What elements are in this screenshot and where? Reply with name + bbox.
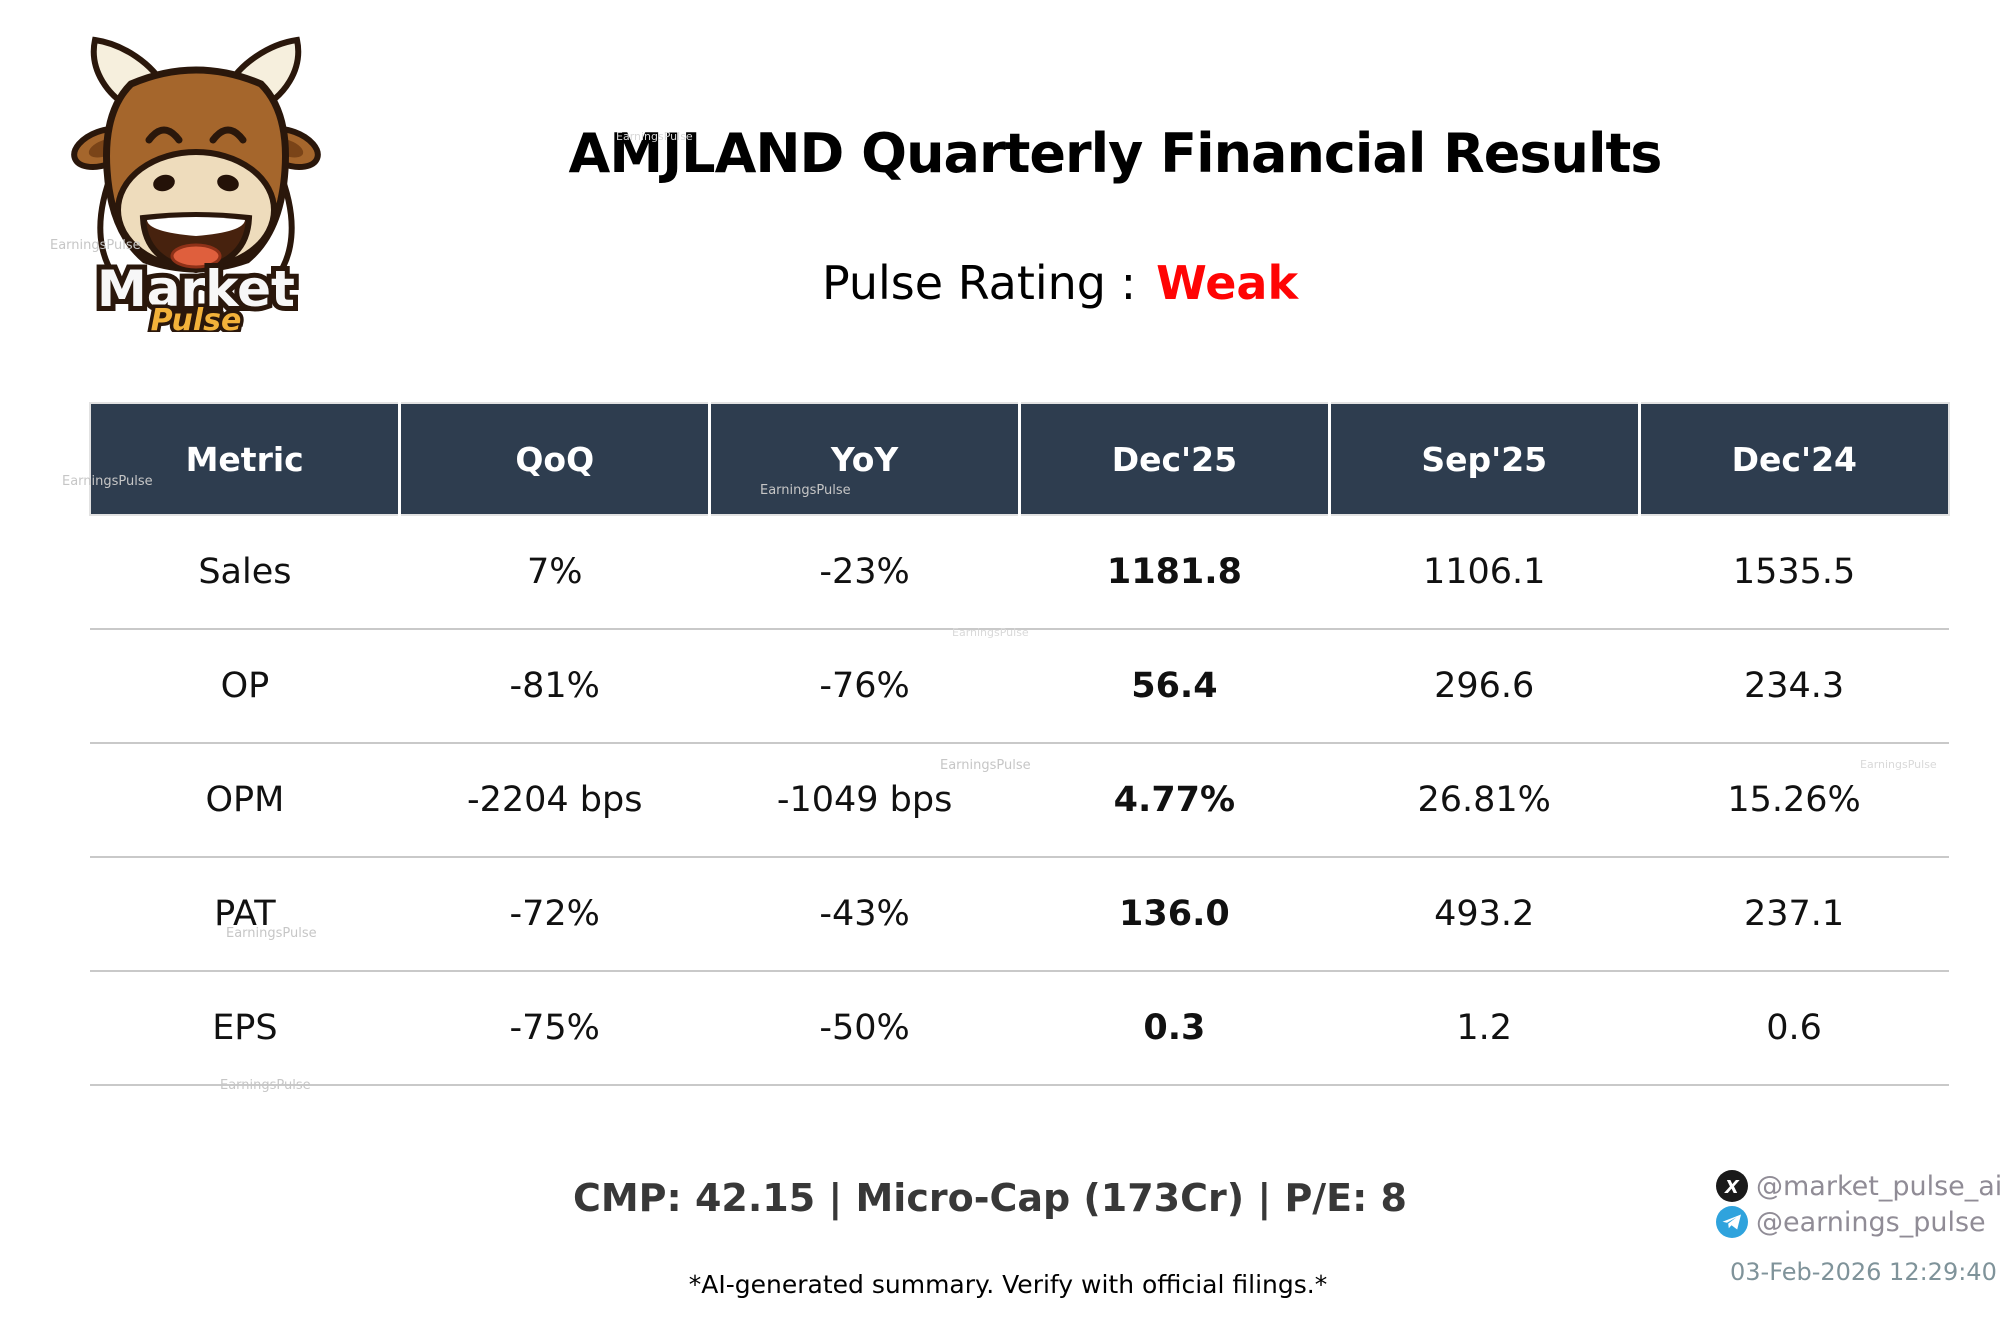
table-row-sales: Sales 7% -23% 1181.8 1106.1 1535.5 xyxy=(90,515,1949,630)
dec24-cell: 237.1 xyxy=(1639,857,1949,972)
watermark: EarningsPulse xyxy=(62,474,153,489)
telegram-handle-row: @earnings_pulse xyxy=(1716,1206,2016,1238)
metric-cell: PAT xyxy=(90,857,400,972)
twitter-handle-row: X @market_pulse_ai xyxy=(1716,1170,2016,1202)
watermark: EarningsPulse xyxy=(1860,758,1937,771)
cmp-summary-line: CMP: 42.15 | Micro-Cap (173Cr) | P/E: 8 xyxy=(572,1176,1408,1220)
dec25-cell: 56.4 xyxy=(1019,629,1330,744)
yoy-cell: -50% xyxy=(709,971,1020,1086)
table-row-opm: OPM -2204 bps -1049 bps 4.77% 26.81% 15.… xyxy=(90,743,1949,858)
table-header-row: Metric QoQ YoY Dec'25 Sep'25 Dec'24 xyxy=(89,402,1950,516)
svg-text:X: X xyxy=(1724,1177,1740,1198)
yoy-cell: -23% xyxy=(709,515,1020,630)
sep25-cell: 296.6 xyxy=(1329,629,1640,744)
watermark: EarningsPulse xyxy=(952,626,1029,639)
dec25-cell: 1181.8 xyxy=(1019,515,1330,630)
watermark: EarningsPulse xyxy=(616,130,693,143)
col-header-sep25: Sep'25 xyxy=(1329,402,1641,516)
metric-cell: OPM xyxy=(90,743,400,858)
sep25-cell: 1.2 xyxy=(1329,971,1640,1086)
dec25-cell: 136.0 xyxy=(1019,857,1330,972)
sep25-cell: 1106.1 xyxy=(1329,515,1640,630)
qoq-cell: -81% xyxy=(399,629,710,744)
watermark: EarningsPulse xyxy=(940,758,1031,773)
pulse-rating-value: Weak xyxy=(1156,256,1299,310)
col-header-dec24: Dec'24 xyxy=(1639,402,1950,516)
col-header-yoy: YoY xyxy=(709,402,1021,516)
bull-mascot-icon: Market Pulse xyxy=(71,36,321,342)
col-header-dec25: Dec'25 xyxy=(1019,402,1331,516)
metric-cell: OP xyxy=(90,629,400,744)
pulse-rating-line: Pulse Rating : Weak xyxy=(210,256,1910,310)
pulse-rating-label: Pulse Rating : xyxy=(821,256,1137,310)
dec25-cell: 4.77% xyxy=(1019,743,1330,858)
watermark: EarningsPulse xyxy=(760,483,851,498)
yoy-cell: -1049 bps xyxy=(709,743,1020,858)
twitter-handle: @market_pulse_ai xyxy=(1756,1170,2003,1202)
watermark: EarningsPulse xyxy=(220,1078,311,1093)
qoq-cell: 7% xyxy=(399,515,710,630)
qoq-cell: -72% xyxy=(399,857,710,972)
col-header-qoq: QoQ xyxy=(399,402,712,516)
telegram-icon xyxy=(1716,1206,1748,1238)
table-row-pat: PAT -72% -43% 136.0 493.2 237.1 xyxy=(90,857,1949,972)
table-row-eps: EPS -75% -50% 0.3 1.2 0.6 xyxy=(90,971,1949,1086)
social-handles: X @market_pulse_ai @earnings_pulse xyxy=(1716,1170,2016,1238)
dec24-cell: 15.26% xyxy=(1639,743,1949,858)
dec25-cell: 0.3 xyxy=(1019,971,1330,1086)
yoy-cell: -43% xyxy=(709,857,1020,972)
timestamp: 03-Feb-2026 12:29:40 xyxy=(1730,1258,1997,1286)
table-header: Metric QoQ YoY Dec'25 Sep'25 Dec'24 xyxy=(89,402,1950,516)
dec24-cell: 234.3 xyxy=(1639,629,1949,744)
disclaimer-text: *AI-generated summary. Verify with offic… xyxy=(688,1270,1328,1299)
metric-cell: Sales xyxy=(90,515,400,630)
sep25-cell: 26.81% xyxy=(1329,743,1640,858)
sep25-cell: 493.2 xyxy=(1329,857,1640,972)
metric-cell: EPS xyxy=(90,971,400,1086)
table-row-op: OP -81% -76% 56.4 296.6 234.3 xyxy=(90,629,1949,744)
telegram-handle: @earnings_pulse xyxy=(1756,1206,1986,1238)
page-title: AMJLAND Quarterly Financial Results xyxy=(568,122,1663,185)
dec24-cell: 0.6 xyxy=(1639,971,1949,1086)
watermark: EarningsPulse xyxy=(226,926,317,941)
logo-text-market: Market xyxy=(97,260,295,318)
dec24-cell: 1535.5 xyxy=(1639,515,1949,630)
qoq-cell: -2204 bps xyxy=(399,743,710,858)
qoq-cell: -75% xyxy=(399,971,710,1086)
watermark: EarningsPulse xyxy=(50,238,141,253)
yoy-cell: -76% xyxy=(709,629,1020,744)
financial-results-table: Metric QoQ YoY Dec'25 Sep'25 Dec'24 Sale… xyxy=(89,402,1950,1086)
x-twitter-icon: X xyxy=(1716,1170,1748,1202)
market-pulse-logo: Market Pulse xyxy=(60,20,332,342)
col-header-metric: Metric xyxy=(89,402,402,516)
